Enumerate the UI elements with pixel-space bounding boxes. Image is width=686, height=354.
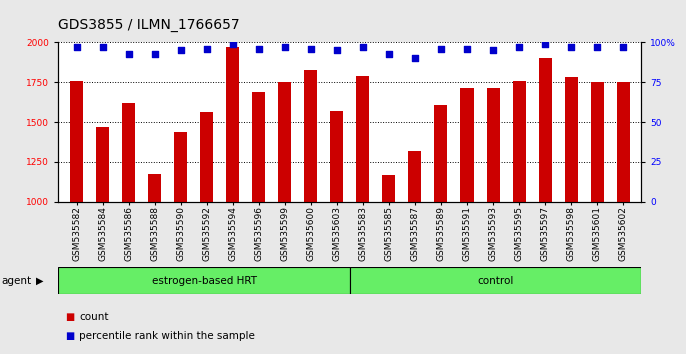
Point [488,47,499,53]
Point [566,45,577,50]
Bar [174,132,187,202]
Text: ■: ■ [65,312,74,321]
Text: count: count [79,312,108,321]
Point [123,51,134,56]
Bar [382,175,395,202]
Bar [96,127,109,202]
Bar [408,151,421,202]
Point [436,46,447,52]
Text: estrogen-based HRT: estrogen-based HRT [152,275,257,286]
Point [71,45,82,50]
Bar [226,47,239,202]
Bar [460,88,473,202]
Point [617,45,628,50]
Point [514,45,525,50]
FancyBboxPatch shape [58,267,350,294]
Bar [539,58,552,202]
Point [383,51,394,56]
Bar [331,111,344,202]
Bar [591,82,604,202]
Bar [486,88,499,202]
Point [175,47,186,53]
Point [591,45,602,50]
Text: percentile rank within the sample: percentile rank within the sample [79,331,255,341]
Bar [356,76,369,202]
Text: ■: ■ [65,331,74,341]
Point [227,41,238,47]
Bar [70,81,83,202]
Point [357,45,368,50]
Point [410,56,421,61]
Point [305,46,316,52]
FancyBboxPatch shape [350,267,641,294]
Bar [200,112,213,202]
Bar [565,77,578,202]
Bar [512,81,525,202]
Bar [252,92,265,202]
Point [97,45,108,50]
Text: agent: agent [1,275,32,286]
Point [331,47,342,53]
Bar [148,174,161,202]
Bar [617,82,630,202]
Point [201,46,212,52]
Text: ▶: ▶ [36,275,44,286]
Point [279,45,290,50]
Point [149,51,160,56]
Point [253,46,264,52]
Bar [434,104,447,202]
Point [540,41,551,47]
Bar [305,69,318,202]
Text: GDS3855 / ILMN_1766657: GDS3855 / ILMN_1766657 [58,18,240,32]
Bar [279,82,292,202]
Bar [122,103,135,202]
Point [462,46,473,52]
Text: control: control [477,275,514,286]
